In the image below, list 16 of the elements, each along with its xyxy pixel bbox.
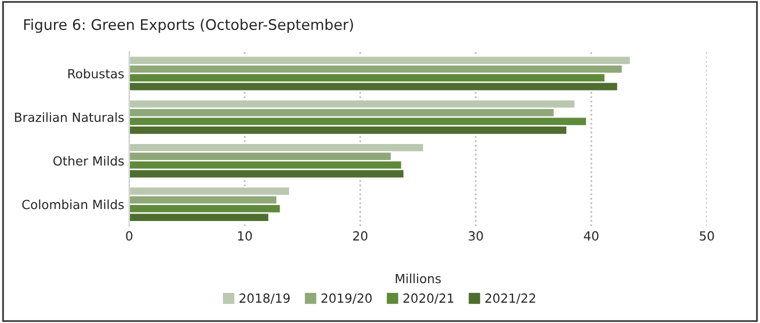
x-tick-label: 20 — [353, 231, 368, 241]
y-tick-label: Brazilian Naturals — [15, 112, 124, 122]
legend-label: 2021/22 — [485, 293, 536, 304]
x-axis-title: Millions — [396, 274, 441, 284]
x-tick-label: 50 — [700, 231, 714, 241]
x-tick-label: 30 — [468, 231, 483, 241]
chart-title: Figure 6: Green Exports (October-September) — [24, 18, 353, 33]
legend-label: 2019/20 — [321, 293, 372, 304]
y-tick-label: Robustas — [68, 68, 124, 78]
y-tick-label: Colombian Milds — [22, 200, 124, 210]
x-tick-label: 0 — [126, 231, 132, 241]
y-tick-label: Other Milds — [53, 156, 124, 166]
legend-label: 2018/19 — [240, 293, 290, 304]
x-tick-label: 10 — [238, 231, 252, 241]
x-tick-label: 40 — [584, 231, 598, 241]
legend-label: 2020/21 — [403, 293, 454, 304]
